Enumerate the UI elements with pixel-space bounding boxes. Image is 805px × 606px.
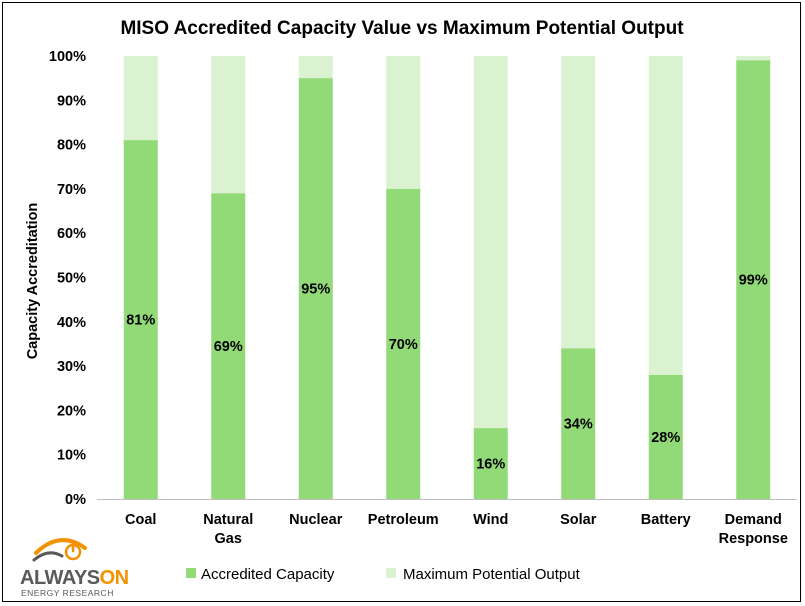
bar-max-potential — [648, 56, 683, 375]
y-tick-label: 40% — [57, 315, 86, 331]
bar-accredited — [561, 348, 596, 499]
x-tick-label: Response — [719, 531, 788, 547]
bar-accredited — [386, 188, 421, 499]
y-tick-label: 90% — [57, 93, 86, 109]
alwayson-logo: ALWAYSON ENERGY RESEARCH — [20, 538, 129, 598]
svg-text:ALWAYSON: ALWAYSON — [20, 567, 129, 589]
y-tick-label: 100% — [49, 49, 86, 65]
y-tick-label: 70% — [57, 182, 86, 198]
data-label: 28% — [651, 430, 680, 446]
legend-swatch-accredited — [186, 568, 196, 578]
y-tick-label: 50% — [57, 271, 86, 287]
bar-accredited — [473, 428, 508, 499]
x-tick-label: Solar — [560, 512, 597, 528]
data-label: 34% — [564, 417, 593, 433]
legend-label-accredited: Accredited Capacity — [201, 566, 335, 583]
logo-tagline: ENERGY RESEARCH — [21, 588, 114, 598]
plot-area — [97, 56, 797, 500]
y-axis-title: Capacity Accreditation — [25, 203, 41, 360]
x-tick-label: Battery — [641, 512, 691, 528]
bar-accredited — [123, 140, 158, 500]
data-label: 99% — [739, 273, 768, 289]
bar-accredited — [736, 60, 771, 500]
data-labels: 81% 69% 95% 70% 16% 34% 28% 99% — [126, 273, 768, 473]
y-tick-label: 10% — [57, 448, 86, 464]
bar-max-potential — [736, 56, 771, 61]
y-tick-label: 20% — [57, 403, 86, 419]
y-tick-label: 60% — [57, 226, 86, 242]
logo-brand-on: ON — [100, 567, 129, 589]
x-tick-label: Wind — [473, 512, 508, 528]
data-label: 95% — [301, 282, 330, 298]
bar-max-potential — [298, 56, 333, 79]
bar-max-potential — [386, 56, 421, 189]
x-tick-label: Gas — [215, 531, 242, 547]
data-label: 70% — [389, 337, 418, 353]
legend: Accredited Capacity Maximum Potential Ou… — [186, 566, 581, 583]
bar-max-potential — [473, 56, 508, 429]
bar-accredited — [298, 78, 333, 500]
x-tick-label: Natural — [203, 512, 253, 528]
x-tick-label: Petroleum — [368, 512, 439, 528]
bar-max-potential — [561, 56, 596, 349]
bar-accredited — [211, 193, 246, 499]
chart-title: MISO Accredited Capacity Value vs Maximu… — [120, 18, 684, 39]
bar-accredited — [648, 374, 683, 499]
legend-label-max-potential: Maximum Potential Output — [403, 566, 581, 583]
data-label: 69% — [214, 339, 243, 355]
x-tick-label: Nuclear — [289, 512, 343, 528]
data-label: 81% — [126, 313, 155, 329]
y-tick-label: 80% — [57, 138, 86, 154]
y-axis: 0% 10% 20% 30% 40% 50% 60% 70% 80% 90% 100% — [49, 49, 86, 508]
bar-max-potential — [123, 56, 158, 141]
data-label: 16% — [476, 457, 505, 473]
bar-max-potential — [211, 56, 246, 194]
power-symbol-swoosh-icon — [32, 538, 87, 562]
legend-swatch-max-potential — [386, 568, 396, 578]
x-tick-label: Coal — [125, 512, 156, 528]
x-axis: Coal Natural Gas Nuclear Petroleum Wind Solar B… — [125, 512, 788, 547]
y-tick-label: 30% — [57, 359, 86, 375]
y-tick-label: 0% — [65, 492, 86, 508]
logo-brand-always: ALWAYS — [20, 567, 100, 589]
x-tick-label: Demand — [725, 512, 782, 528]
